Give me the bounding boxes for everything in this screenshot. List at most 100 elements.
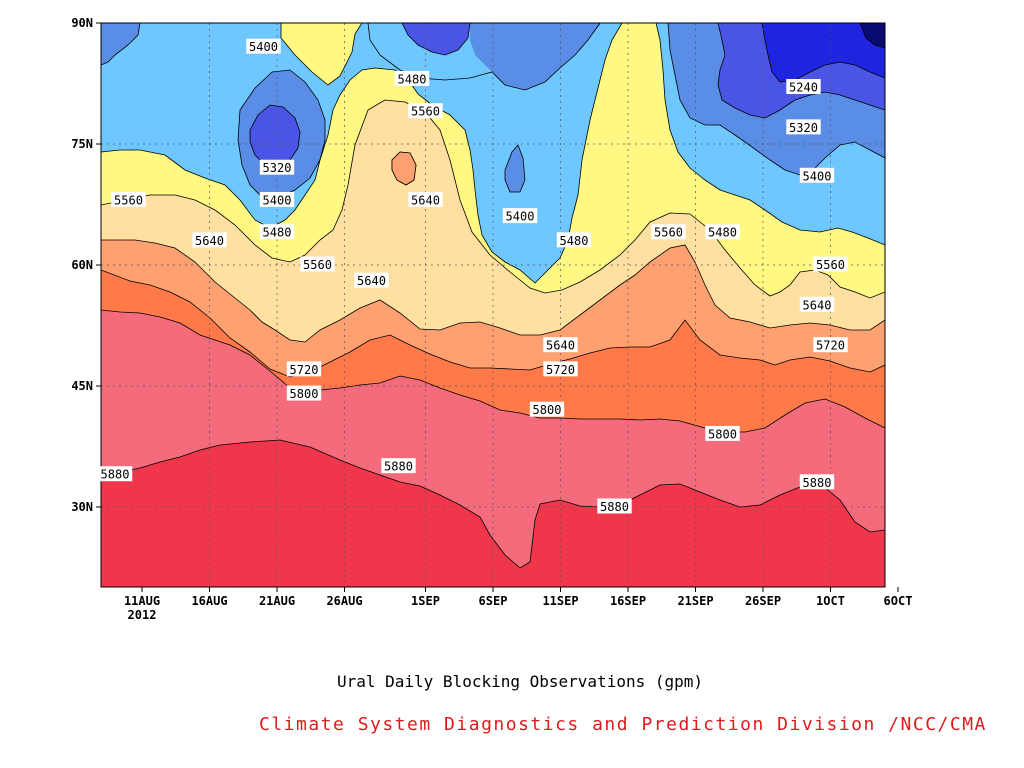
contour-label-text: 5720 bbox=[546, 363, 575, 377]
contour-label-text: 5400 bbox=[803, 169, 832, 183]
contour-label-bg bbox=[799, 167, 835, 183]
contour-label-text: 5720 bbox=[290, 363, 319, 377]
contour-line-5240 bbox=[761, 23, 885, 83]
contour-label-text: 5480 bbox=[708, 226, 737, 240]
contour-label-bg bbox=[813, 337, 848, 353]
contour-fills bbox=[101, 23, 885, 587]
contour-label-bg bbox=[799, 296, 835, 312]
contour-line-5320b bbox=[401, 23, 471, 56]
contour-line-5800 bbox=[101, 309, 885, 433]
contour-label-5640: 5640 bbox=[192, 232, 227, 248]
contour-line-5160 bbox=[859, 23, 885, 49]
contour-label-text: 5880 bbox=[803, 476, 832, 490]
contour-label-bg bbox=[286, 361, 322, 377]
contour-line-5400e bbox=[504, 144, 526, 193]
y-tick-label-60N: 60N bbox=[71, 258, 93, 272]
contour-label-5400: 5400 bbox=[502, 208, 538, 224]
contour-label-bg bbox=[394, 70, 430, 86]
contour-label-5480: 5480 bbox=[394, 70, 430, 86]
x-tick-label-21AUG: 21AUG bbox=[259, 594, 295, 608]
x-tick-label-11AUG: 11AUG bbox=[124, 594, 160, 608]
contour-label-text: 5560 bbox=[654, 226, 683, 240]
contour-label-bg bbox=[192, 232, 227, 248]
contour-label-5400: 5400 bbox=[799, 167, 835, 183]
contour-label-bg bbox=[799, 474, 835, 490]
x-tick-label-26SEP: 26SEP bbox=[745, 594, 781, 608]
contour-label-5720: 5720 bbox=[543, 361, 578, 377]
contour-label-text: 5640 bbox=[411, 193, 440, 207]
contour-label-bg bbox=[97, 466, 133, 482]
contour-label-5880: 5880 bbox=[97, 466, 133, 482]
x-tick-label-6OCT: 6OCT bbox=[884, 594, 913, 608]
contour-label-text: 5800 bbox=[708, 427, 737, 441]
contour-label-text: 5320 bbox=[789, 121, 818, 135]
contour-label-text: 5400 bbox=[263, 193, 292, 207]
contour-line-5480b bbox=[655, 23, 885, 246]
contour-label-5480: 5480 bbox=[556, 232, 592, 248]
contour-label-bg bbox=[408, 191, 443, 207]
contour-label-5480: 5480 bbox=[705, 224, 740, 240]
contour-line-5400 bbox=[101, 23, 141, 66]
contour-label-text: 5480 bbox=[398, 72, 427, 86]
contour-plot: 11AUG 16AUG 21AUG 26AUG 1SEP 6SEP 11SEP 16SEP 21… bbox=[71, 16, 912, 622]
contour-label-bg bbox=[502, 208, 538, 224]
contour-label-bg bbox=[381, 458, 416, 474]
contour-label-5640: 5640 bbox=[408, 191, 443, 207]
contour-line-5400b bbox=[237, 69, 326, 199]
contour-label-5480: 5480 bbox=[259, 224, 295, 240]
contour-label-5880: 5880 bbox=[381, 458, 416, 474]
contour-label-bg bbox=[259, 159, 295, 175]
contour-label-5560: 5560 bbox=[813, 256, 848, 272]
contour-label-5320: 5320 bbox=[786, 119, 821, 135]
contour-line-5560 bbox=[101, 99, 885, 299]
contour-label-text: 5560 bbox=[303, 258, 332, 272]
contour-label-text: 5240 bbox=[789, 81, 818, 95]
x-tick-label-1SEP: 1SEP bbox=[411, 594, 440, 608]
contour-label-5560: 5560 bbox=[651, 224, 686, 240]
contour-label-5880: 5880 bbox=[597, 498, 632, 514]
contour-label-bg bbox=[246, 38, 281, 54]
contour-label-text: 5480 bbox=[263, 226, 292, 240]
contour-label-bg bbox=[286, 385, 322, 401]
contour-label-text: 5880 bbox=[101, 468, 130, 482]
contour-label-bg bbox=[813, 256, 848, 272]
band-above-5880-patch bbox=[190, 580, 238, 587]
contour-label-bg bbox=[529, 401, 565, 417]
contour-label-5320: 5320 bbox=[259, 159, 295, 175]
y-tick-label-75N: 75N bbox=[71, 137, 93, 151]
contour-label-text: 5560 bbox=[816, 258, 845, 272]
contour-label-5880: 5880 bbox=[799, 474, 835, 490]
chart-subtitle: Ural Daily Blocking Observations (gpm) bbox=[336, 672, 704, 691]
contour-label-bg bbox=[354, 272, 389, 288]
axis-ticks: 11AUG 16AUG 21AUG 26AUG 1SEP 6SEP 11SEP 16SEP 21… bbox=[71, 16, 912, 622]
contour-label-text: 5880 bbox=[384, 460, 413, 474]
contour-label-bg bbox=[786, 79, 821, 95]
contour-label-5800: 5800 bbox=[705, 425, 740, 441]
contour-line-5400c bbox=[367, 23, 601, 91]
x-tick-label-26AUG: 26AUG bbox=[326, 594, 362, 608]
contour-label-text: 5640 bbox=[195, 234, 224, 248]
contour-label-text: 5480 bbox=[560, 234, 589, 248]
contour-label-bg bbox=[543, 361, 578, 377]
x-tick-label-16SEP: 16SEP bbox=[610, 594, 646, 608]
x-tick-label-16AUG: 16AUG bbox=[191, 594, 227, 608]
contour-label-bg bbox=[259, 191, 295, 207]
x-tick-label-21SEP: 21SEP bbox=[677, 594, 713, 608]
contour-label-text: 5800 bbox=[533, 403, 562, 417]
contour-label-text: 5400 bbox=[249, 40, 278, 54]
contour-label-text: 5640 bbox=[803, 298, 832, 312]
band-below-5160 bbox=[860, 23, 885, 48]
contour-label-text: 5560 bbox=[114, 193, 143, 207]
contour-label-bg bbox=[111, 191, 146, 207]
contour-label-5800: 5800 bbox=[286, 385, 322, 401]
contour-label-text: 5400 bbox=[506, 210, 535, 224]
contour-label-5400: 5400 bbox=[246, 38, 281, 54]
x-year-label: 2012 bbox=[128, 608, 157, 622]
contour-line-5640 bbox=[101, 239, 885, 343]
contour-label-bg bbox=[259, 224, 295, 240]
x-tick-label-6SEP: 6SEP bbox=[479, 594, 508, 608]
contour-line-5400d bbox=[667, 23, 885, 176]
contour-label-5800: 5800 bbox=[529, 401, 565, 417]
contour-label-5240: 5240 bbox=[786, 79, 821, 95]
x-tick-label-1OCT: 1OCT bbox=[816, 594, 845, 608]
